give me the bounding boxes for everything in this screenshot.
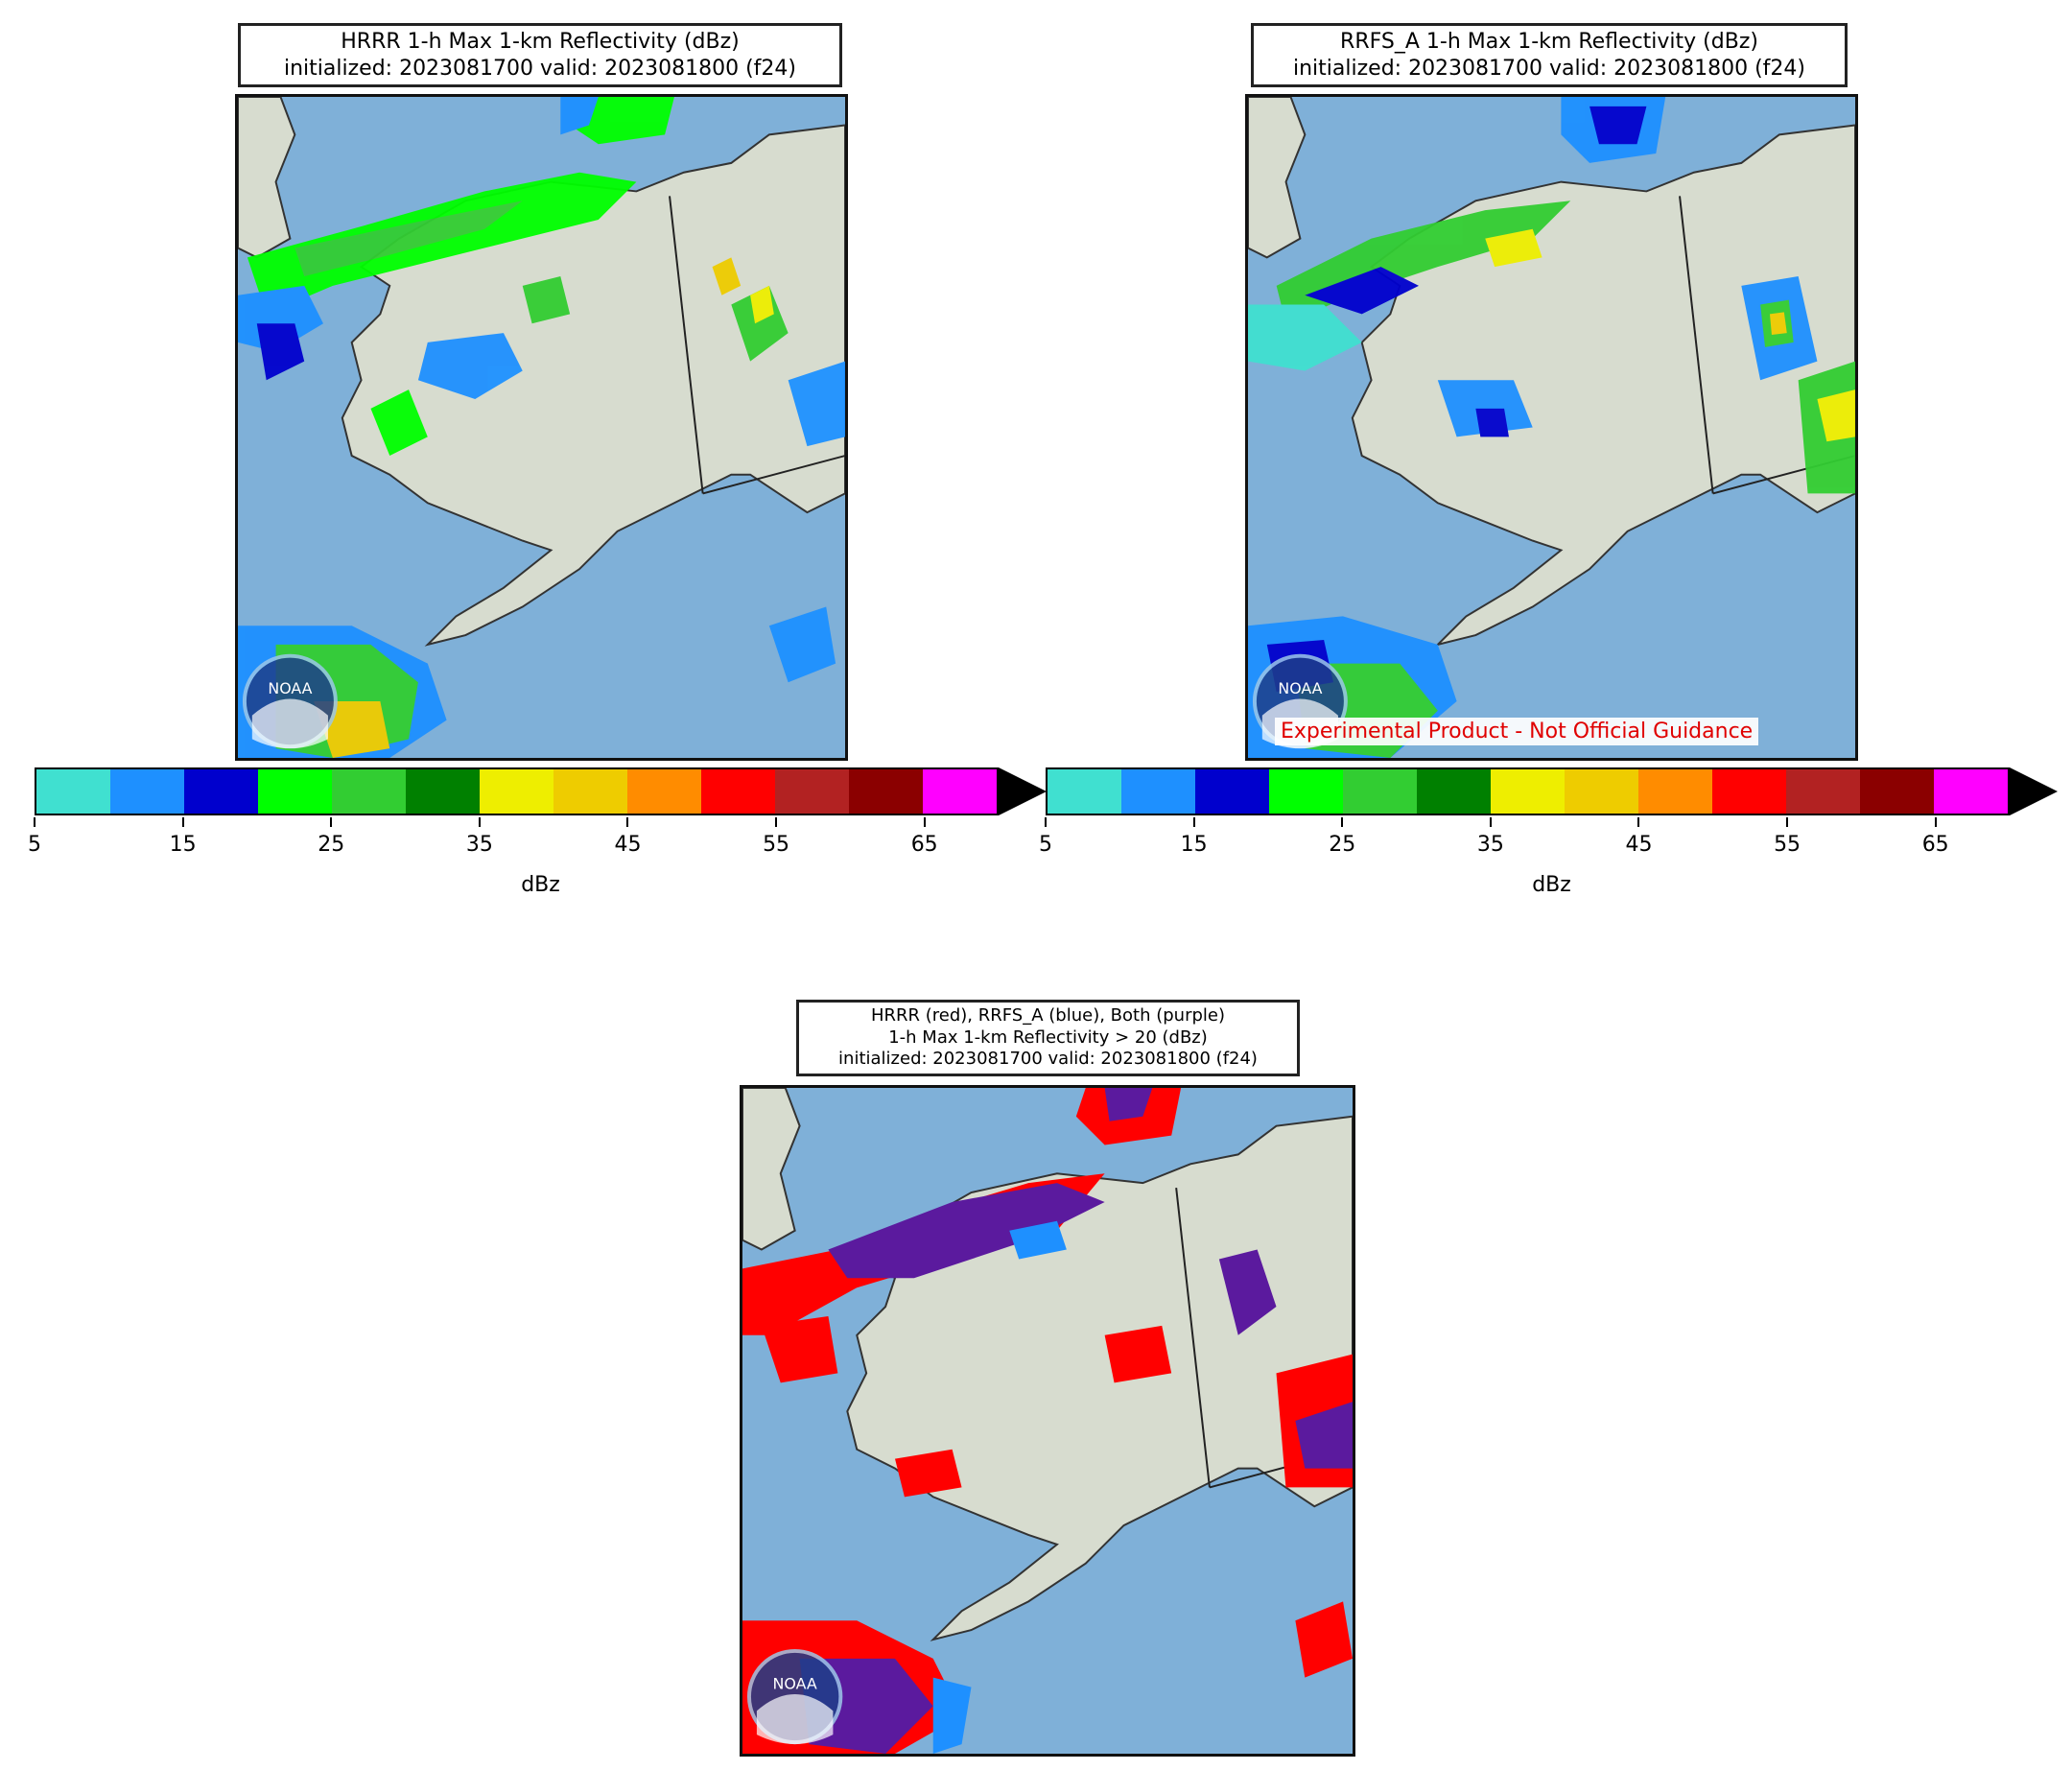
colorbar-tick (1637, 817, 1640, 827)
colorbar-cells (1046, 767, 2010, 815)
colorbar-tick (923, 817, 926, 827)
colorbar-cell (332, 769, 406, 814)
svg-text:NOAA: NOAA (772, 1675, 816, 1693)
colorbar-cell (36, 769, 110, 814)
colorbar-rrfs: 5 15 25 35 45 55 65 dBz (1039, 767, 2058, 897)
compare-map-svg: NOAA (742, 1088, 1353, 1754)
colorbar-cell (1343, 769, 1417, 814)
experimental-disclaimer: Experimental Product - Not Official Guid… (1275, 718, 1759, 745)
colorbar-tick-label: 5 (28, 833, 41, 857)
colorbar-tick (1934, 817, 1937, 827)
colorbar-tick (626, 817, 629, 827)
hrrr-map: NOAA (235, 94, 848, 761)
hrrr-title: HRRR 1-h Max 1-km Reflectivity (dBz) ini… (238, 23, 842, 87)
colorbar-cell (701, 769, 775, 814)
colorbar-tick-label: 45 (614, 833, 642, 857)
colorbar-cell (184, 769, 258, 814)
colorbar-tick-label: 15 (169, 833, 197, 857)
colorbar-cell (406, 769, 480, 814)
colorbar-cell (923, 769, 997, 814)
colorbar-tick-label: 65 (1921, 833, 1949, 857)
colorbar-tick (181, 817, 184, 827)
colorbar-tick-label: 65 (910, 833, 938, 857)
colorbar-cell (1048, 769, 1121, 814)
rrfs-title: RRFS_A 1-h Max 1-km Reflectivity (dBz) i… (1251, 23, 1848, 87)
noaa-logo-icon: NOAA (242, 653, 338, 749)
colorbar-tick (330, 817, 333, 827)
colorbar-tick-label: 45 (1625, 833, 1653, 857)
colorbar-extend-arrow-icon (999, 767, 1047, 815)
colorbar-tick-label: 55 (1774, 833, 1801, 857)
compare-title-line3: initialized: 2023081700 valid: 202308180… (838, 1049, 1258, 1069)
colorbar-cell (1269, 769, 1343, 814)
colorbar-label: dBz (521, 873, 560, 897)
colorbar-hrrr: 5 15 25 35 45 55 65 dBz (28, 767, 1047, 897)
colorbar-cell (110, 769, 184, 814)
colorbar-label: dBz (1532, 873, 1571, 897)
colorbar-cell (258, 769, 332, 814)
noaa-logo-icon: NOAA (746, 1648, 843, 1745)
colorbar-cells (35, 767, 999, 815)
hrrr-title-line1: HRRR 1-h Max 1-km Reflectivity (dBz) (341, 30, 740, 54)
colorbar-cell (1417, 769, 1491, 814)
compare-map: NOAA (740, 1085, 1355, 1757)
compare-title-line2: 1-h Max 1-km Reflectivity > 20 (dBz) (888, 1027, 1208, 1048)
colorbar-tick-label: 55 (763, 833, 790, 857)
hrrr-title-line2: initialized: 2023081700 valid: 202308180… (284, 56, 796, 81)
rrfs-title-line2: initialized: 2023081700 valid: 202308180… (1293, 56, 1805, 81)
colorbar-cell (1786, 769, 1860, 814)
colorbar-tick-label: 35 (1476, 833, 1504, 857)
colorbar-tick-label: 25 (1329, 833, 1356, 857)
colorbar-tick (478, 817, 481, 827)
colorbar-cell (849, 769, 923, 814)
colorbar-cell (1491, 769, 1565, 814)
colorbar-cell (1121, 769, 1195, 814)
colorbar-tick (1192, 817, 1195, 827)
colorbar-cell (1712, 769, 1786, 814)
rrfs-map: NOAA Experimental Product - Not Official… (1245, 94, 1858, 761)
colorbar-tick-label: 5 (1039, 833, 1052, 857)
colorbar-cell (1638, 769, 1712, 814)
rrfs-map-svg: NOAA (1248, 97, 1855, 758)
compare-title-line1: HRRR (red), RRFS_A (blue), Both (purple) (870, 1005, 1225, 1026)
colorbar-cell (627, 769, 701, 814)
colorbar-tick (34, 817, 35, 827)
colorbar-tick (1341, 817, 1344, 827)
colorbar-cell (775, 769, 849, 814)
colorbar-tick-label: 15 (1180, 833, 1208, 857)
colorbar-tick (1786, 817, 1789, 827)
colorbar-cell (480, 769, 553, 814)
colorbar-tick (1045, 817, 1047, 827)
colorbar-cell (1195, 769, 1269, 814)
colorbar-tick (1489, 817, 1492, 827)
colorbar-tick-label: 35 (465, 833, 493, 857)
colorbar-tick-label: 25 (318, 833, 345, 857)
rrfs-title-line1: RRFS_A 1-h Max 1-km Reflectivity (dBz) (1340, 30, 1758, 54)
colorbar-extend-arrow-icon (2010, 767, 2058, 815)
svg-text:NOAA: NOAA (268, 679, 312, 697)
hrrr-map-svg: NOAA (238, 97, 845, 758)
colorbar-cell (1860, 769, 1934, 814)
compare-title: HRRR (red), RRFS_A (blue), Both (purple)… (796, 1000, 1300, 1076)
colorbar-tick (775, 817, 778, 827)
colorbar-cell (1934, 769, 2008, 814)
svg-text:NOAA: NOAA (1278, 679, 1322, 697)
colorbar-cell (553, 769, 627, 814)
colorbar-cell (1565, 769, 1638, 814)
